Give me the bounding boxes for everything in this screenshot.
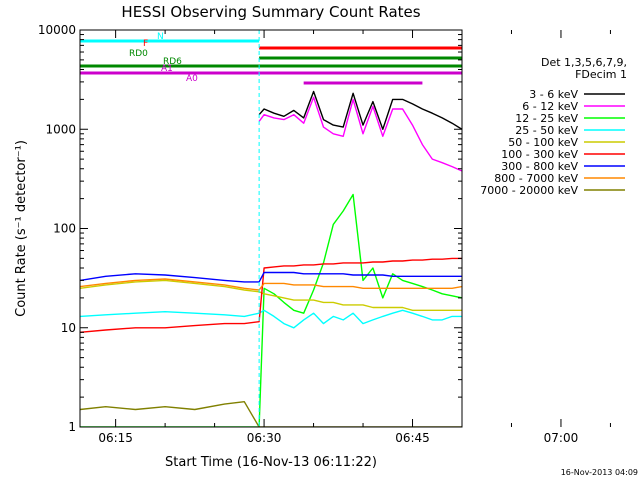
series-line-8	[80, 401, 462, 427]
plot-area	[80, 30, 462, 427]
x-tick-label: 06:45	[395, 431, 430, 445]
legend-item-label: 6 - 12 keV	[522, 100, 578, 113]
legend-item-label: 3 - 6 keV	[529, 88, 578, 101]
series-line-5	[80, 257, 462, 333]
y-axis-label: Count Rate (s⁻¹ detector⁻¹)	[14, 140, 29, 317]
flag-label-a0: A0	[186, 74, 198, 84]
legend-title-line-1: Det 1,3,5,6,7,9,	[541, 56, 627, 69]
legend-item-label: 300 - 800 keV	[501, 160, 578, 173]
y-tick-label: 10000	[38, 23, 76, 37]
y-tick-label: 100	[53, 222, 76, 236]
y-tick-label: 1	[68, 420, 76, 434]
legend-item-label: 25 - 50 keV	[515, 124, 578, 137]
legend-item-label: 12 - 25 keV	[515, 112, 578, 125]
chart-title: HESSI Observing Summary Count Rates	[121, 3, 420, 21]
flag-label-a1: A1	[161, 64, 173, 74]
legend-item-label: 7000 - 20000 keV	[480, 184, 578, 197]
legend-item-label: 100 - 300 keV	[501, 148, 578, 161]
legend-title-line-2: FDecim 1	[575, 68, 627, 81]
series-line-6	[80, 271, 462, 283]
series-line-1	[258, 96, 462, 172]
x-tick-label: 06:15	[98, 431, 133, 445]
series-line-7	[80, 278, 462, 291]
y-tick-label: 10	[61, 321, 76, 335]
timestamp: 16-Nov-2013 04:09	[561, 468, 638, 477]
flag-label-rd0: RD0	[129, 49, 148, 59]
legend-item-label: 50 - 100 keV	[508, 136, 578, 149]
series-line-0	[258, 90, 462, 131]
series-line-3	[80, 309, 462, 329]
x-tick-label: 06:30	[247, 431, 282, 445]
flag-label-f: F	[143, 39, 148, 49]
flag-label-rd6: RD6	[163, 57, 182, 67]
x-axis-label: Start Time (16-Nov-13 06:11:22)	[165, 455, 377, 470]
series-line-4	[80, 279, 462, 311]
legend-item-label: 800 - 7000 keV	[494, 172, 578, 185]
y-tick-label: 1000	[45, 122, 76, 136]
x-tick-label: 07:00	[544, 431, 579, 445]
flag-label-n: N	[157, 32, 164, 42]
